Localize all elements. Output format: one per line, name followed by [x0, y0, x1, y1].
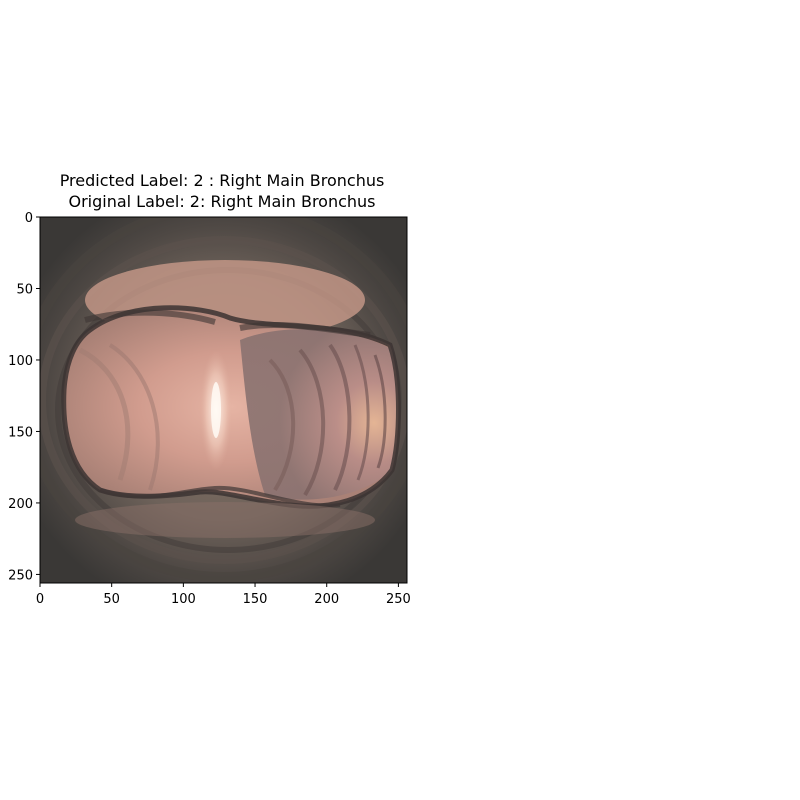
x-tick-label: 0 [36, 592, 44, 607]
axes-frame [39, 216, 408, 584]
x-tick-label: 100 [171, 592, 196, 607]
x-tick-label: 50 [103, 592, 120, 607]
x-tick-label: 150 [243, 592, 268, 607]
y-tick-label: 150 [8, 425, 33, 440]
y-tick-label: 50 [16, 282, 33, 297]
plot-title-predicted: Predicted Label: 2 : Right Main Bronchus [59, 171, 385, 190]
bronchoscopy-image [40, 217, 407, 583]
y-tick-label: 100 [8, 354, 33, 369]
x-axis: 0 50 100 150 200 250 [36, 583, 411, 607]
plot-title-original: Original Label: 2: Right Main Bronchus [68, 192, 376, 211]
y-axis: 0 50 100 150 200 250 [8, 211, 40, 583]
x-tick-label: 250 [386, 592, 411, 607]
y-tick-label: 0 [25, 211, 33, 226]
x-tick-label: 200 [314, 592, 339, 607]
y-tick-label: 200 [8, 497, 33, 512]
y-tick-label: 250 [8, 568, 33, 583]
